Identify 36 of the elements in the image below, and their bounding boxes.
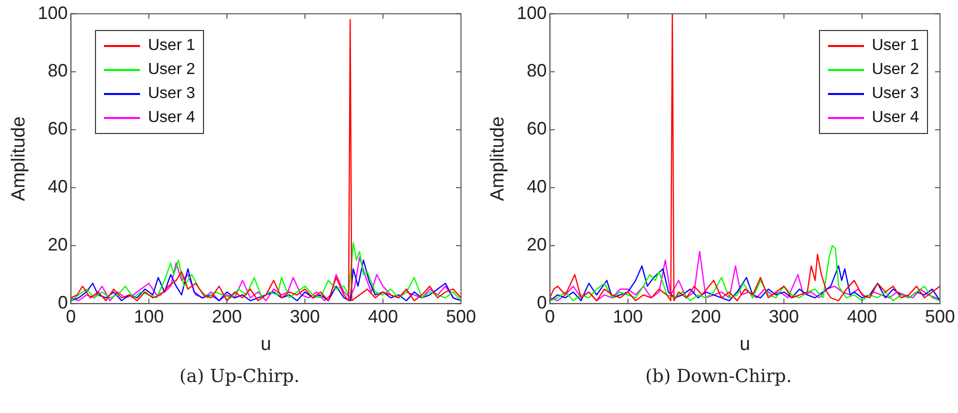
legend-label: User 2: [148, 61, 196, 79]
legend-label: User 2: [872, 61, 919, 79]
y-tick-label: 80: [48, 60, 68, 81]
y-tick-label: 80: [526, 60, 547, 81]
y-tick-label: 60: [526, 118, 547, 139]
x-tick-label: 200: [212, 306, 242, 326]
x-tick-label: 200: [690, 306, 721, 326]
legend-label: User 3: [872, 85, 919, 103]
legend-label: User 4: [872, 109, 919, 127]
text: (b) Down-Chirp.: [644, 366, 793, 387]
x-tick-label: 400: [846, 306, 877, 326]
legend-label: User 4: [148, 109, 196, 127]
y-axis-title: Amplitude: [8, 116, 30, 201]
x-tick-label: 500: [446, 306, 476, 326]
x-tick-label: 300: [290, 306, 320, 326]
y-tick-label: 60: [48, 118, 68, 139]
x-axis-title: u: [260, 334, 272, 355]
y-tick-label: 100: [516, 2, 547, 23]
x-tick-label: 400: [368, 306, 398, 326]
y-tick-label: 0: [536, 292, 547, 313]
y-axis-title: Amplitude: [488, 116, 509, 201]
x-tick-label: 500: [924, 306, 956, 326]
y-tick-label: 40: [526, 176, 547, 197]
legend-label: User 3: [148, 85, 196, 103]
text: (a) Up-Chirp.: [178, 366, 301, 387]
y-tick-label: 20: [526, 234, 547, 255]
x-axis-title: u: [740, 334, 750, 355]
y-tick-label: 100: [38, 2, 68, 23]
x-tick-label: 300: [768, 306, 799, 326]
x-tick-label: 100: [612, 306, 643, 326]
legend-label: User 1: [148, 37, 196, 55]
x-tick-label: 100: [134, 306, 164, 326]
legend-label: User 1: [872, 37, 919, 55]
y-tick-label: 0: [58, 292, 68, 313]
y-tick-label: 40: [48, 176, 68, 197]
y-tick-label: 20: [48, 234, 68, 255]
